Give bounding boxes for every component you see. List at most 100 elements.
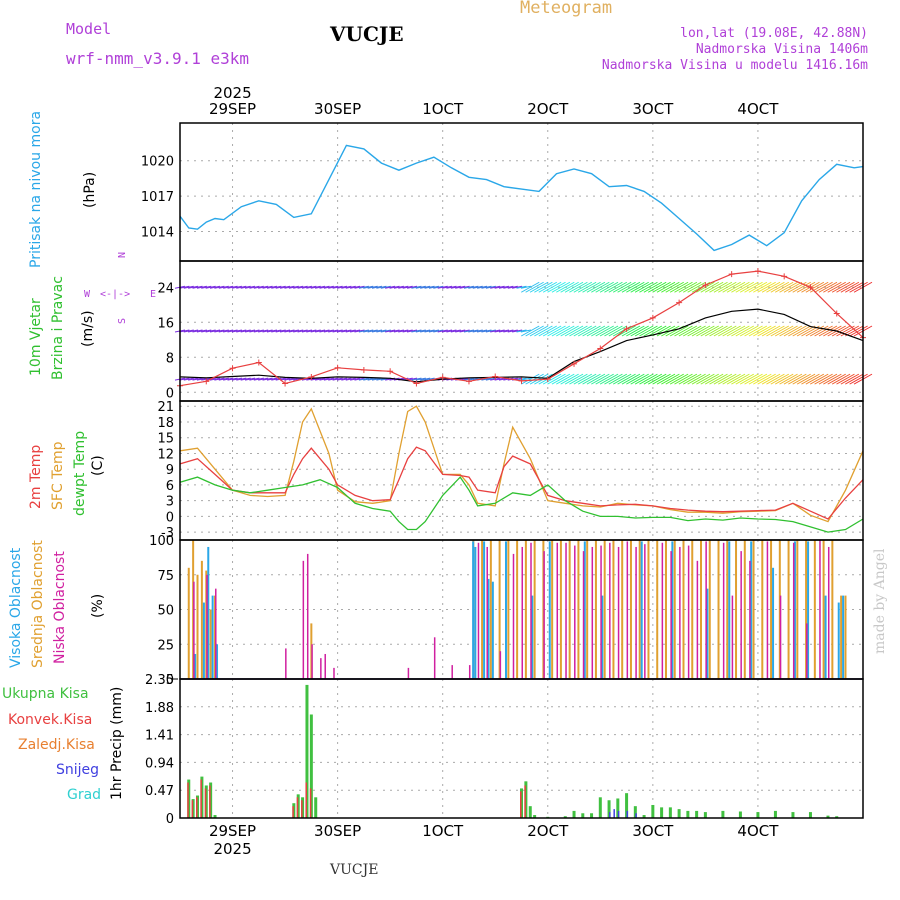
precip-total-bar xyxy=(668,807,672,818)
precip-total-bar xyxy=(528,806,532,818)
wind-barb xyxy=(507,329,518,333)
wind-barb xyxy=(266,285,278,289)
wind-barb xyxy=(599,281,619,293)
wind-barb xyxy=(258,285,269,289)
wind-barb xyxy=(214,329,225,333)
cloud-mid-bar xyxy=(691,540,694,679)
wind-barb xyxy=(577,281,597,293)
wind-barb xyxy=(481,377,492,381)
wind-barb xyxy=(779,373,798,385)
wind-barb xyxy=(560,281,579,293)
wind-barb xyxy=(831,325,851,337)
wind-barb xyxy=(564,373,584,385)
legend-hail: Grad xyxy=(67,787,102,803)
wind-barb xyxy=(433,329,444,333)
wind-barb xyxy=(253,329,264,333)
wind-barb xyxy=(612,373,632,385)
cloud-low-bar xyxy=(499,651,502,679)
wind-barb xyxy=(739,373,759,385)
wind-gust-marker xyxy=(229,365,236,372)
wind-barb xyxy=(845,281,864,293)
precip-conv-bar xyxy=(209,785,211,818)
wind-barb xyxy=(551,281,571,293)
wind-barb xyxy=(674,281,693,293)
wind-barb xyxy=(630,281,649,293)
wind-barb xyxy=(323,329,334,333)
ytick-pressure-2: 1014 xyxy=(141,226,174,241)
wind-barb xyxy=(556,325,575,337)
wind-barb xyxy=(424,285,435,289)
wind-gust-marker xyxy=(203,378,210,385)
cloud-high-bar xyxy=(640,541,643,679)
wind-gust-marker xyxy=(544,376,551,383)
wind-barb xyxy=(420,377,431,381)
model-elevation: Nadmorska Visina u modelu 1416.16m xyxy=(601,58,868,73)
wind-barb xyxy=(240,329,251,333)
wind-barb xyxy=(560,325,579,337)
wind-barb xyxy=(459,329,470,333)
cloud-high-bar xyxy=(772,567,775,679)
wind-barb xyxy=(731,281,750,293)
wind-barb xyxy=(192,285,203,289)
wind-barb xyxy=(363,285,374,289)
wind-barb xyxy=(279,285,291,289)
wind-barb xyxy=(713,373,733,385)
cloud-low-bar xyxy=(600,545,602,679)
wind-barb xyxy=(512,329,523,333)
wind-barb xyxy=(792,373,811,385)
cloud-low-bar xyxy=(731,595,734,679)
wind-barb xyxy=(652,373,671,385)
wind-barb xyxy=(485,285,496,289)
wind-barb xyxy=(630,373,649,385)
wind-barb xyxy=(336,377,348,381)
wind-barb xyxy=(231,329,243,333)
wind-barb xyxy=(428,285,440,289)
cloud-low-bar xyxy=(806,623,808,679)
precip-conv-bar xyxy=(196,797,198,818)
wind-barb xyxy=(389,329,400,333)
wind-barb xyxy=(476,285,488,289)
ytick-temp-0: 21 xyxy=(157,400,174,415)
ytick-wind-0: 24 xyxy=(157,281,174,296)
precip-total-bar xyxy=(826,815,830,818)
wind-barb xyxy=(814,281,833,293)
precip-total-bar xyxy=(607,800,611,818)
cloud-high-bar xyxy=(483,541,486,679)
wind-barb xyxy=(441,285,453,289)
wind-barb xyxy=(849,281,868,293)
cloud-low-bar xyxy=(433,637,436,679)
cloud-mid-bar xyxy=(516,540,519,679)
year-bottom: 2025 xyxy=(213,840,251,858)
wind-barb xyxy=(608,325,628,337)
wind-barb xyxy=(350,377,361,381)
wind-barb xyxy=(319,285,330,289)
wind-barb xyxy=(437,329,448,333)
wind-barb xyxy=(481,285,492,289)
wind-gust-marker xyxy=(571,360,578,367)
ytick-precip-3: 0.94 xyxy=(145,756,174,771)
wind-barb xyxy=(656,325,676,337)
wind-barb xyxy=(735,325,755,337)
cloud-mid-bar xyxy=(822,540,825,679)
wind-barb xyxy=(463,285,475,289)
wind-barb xyxy=(262,329,273,333)
wind-barb xyxy=(354,285,365,289)
cloud-low-bar xyxy=(687,545,690,679)
wind-barb xyxy=(358,285,369,289)
wind-barb xyxy=(525,373,544,385)
wind-barb xyxy=(665,373,684,385)
cloud-mid-bar xyxy=(700,540,703,679)
wind-barb xyxy=(818,281,838,293)
wind-barb xyxy=(406,329,418,333)
cloud-mid-bar xyxy=(489,540,492,679)
precip-total-bar xyxy=(703,812,707,818)
cloud-low-bar xyxy=(302,560,305,679)
cloud-mid-bar xyxy=(682,540,685,679)
cloud-mid-bar xyxy=(612,540,615,679)
wind-barb xyxy=(420,329,431,333)
wind-barb xyxy=(770,281,790,293)
wind-barb xyxy=(424,329,435,333)
wind-barb xyxy=(761,373,781,385)
wind-barb xyxy=(266,377,278,381)
